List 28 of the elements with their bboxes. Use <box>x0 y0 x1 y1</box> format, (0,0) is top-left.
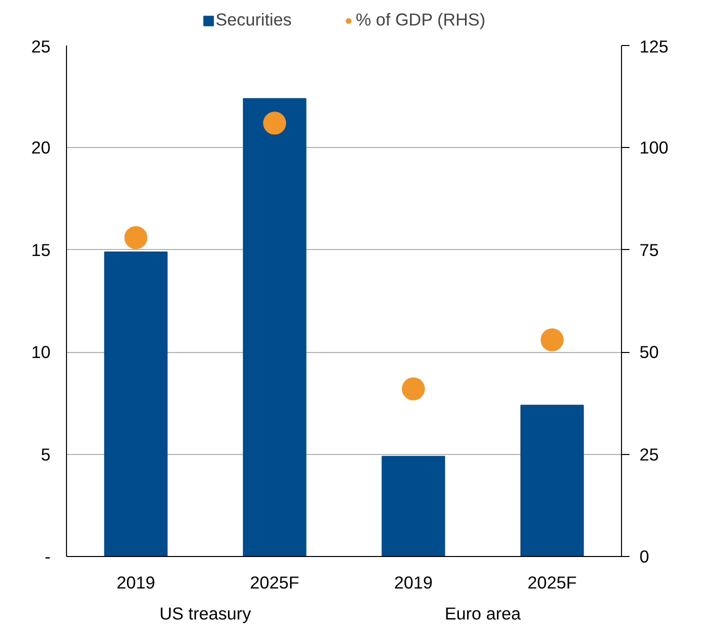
y2-tick-label: 125 <box>640 36 668 56</box>
y-tick-label: 25 <box>31 36 51 56</box>
y2-tick-label: 25 <box>640 444 659 464</box>
x-tick-label: 2025F <box>528 572 577 592</box>
y2-tick-label: 75 <box>640 240 659 260</box>
bar <box>242 98 306 556</box>
legend-label: % of GDP (RHS) <box>356 10 486 30</box>
y2-tick-label: 100 <box>640 138 668 158</box>
bar <box>382 456 446 556</box>
bar <box>104 251 168 556</box>
point <box>124 226 148 250</box>
y-tick-label: 5 <box>40 444 51 464</box>
point <box>402 377 425 400</box>
y2-tick-label: 0 <box>640 546 650 566</box>
y-tick-label: 20 <box>31 138 51 158</box>
point <box>540 328 564 352</box>
y-tick-label: 15 <box>31 240 51 260</box>
legend-label: Securities <box>216 10 292 30</box>
point <box>263 112 286 135</box>
y-tick-label: - <box>44 546 51 566</box>
text: US treasury <box>160 604 252 624</box>
y2-tick-label: 50 <box>640 342 659 362</box>
x-tick-label: 2019 <box>116 572 156 592</box>
y-tick-label: 10 <box>31 342 51 362</box>
text: Euro area <box>444 604 522 624</box>
x-tick-label: 2019 <box>394 572 433 592</box>
x-tick-label: 2025F <box>250 572 300 592</box>
bar <box>520 404 584 556</box>
